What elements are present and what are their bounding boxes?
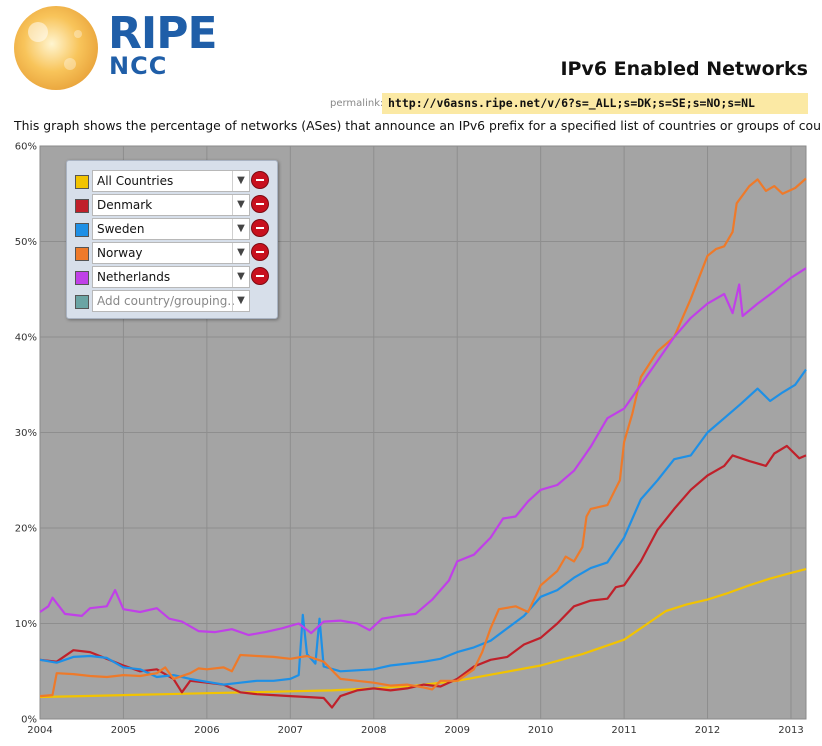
legend-row-all-countries: All Countries ▼: [75, 170, 271, 192]
chart-legend: All Countries ▼ Denmark ▼ Sweden ▼ Norwa…: [66, 160, 278, 319]
logo-text-ripe: RIPE: [108, 8, 218, 59]
add-country-select[interactable]: Add country/grouping.. ▼: [92, 290, 250, 312]
country-select-value: Netherlands: [97, 270, 171, 284]
country-select-value: All Countries: [97, 174, 174, 188]
country-select[interactable]: All Countries ▼: [92, 170, 250, 192]
permalink-label: permalink:: [330, 98, 384, 109]
y-tick-label: 60%: [15, 142, 37, 153]
chevron-down-icon[interactable]: ▼: [232, 219, 249, 239]
remove-icon[interactable]: [251, 243, 269, 261]
x-tick-label: 2012: [695, 725, 720, 736]
ripe-ncc-logo: RIPE NCC: [8, 2, 218, 94]
x-tick-label: 2004: [27, 725, 52, 736]
x-tick-label: 2009: [444, 725, 469, 736]
series-line-all-countries: [39, 568, 807, 699]
legend-row-sweden: Sweden ▼: [75, 218, 271, 240]
x-tick-label: 2008: [361, 725, 386, 736]
x-tick-label: 2010: [528, 725, 553, 736]
legend-swatch[interactable]: [75, 247, 89, 261]
globe-logo-icon: [14, 6, 98, 90]
y-tick-label: 20%: [15, 524, 37, 535]
chevron-down-icon[interactable]: ▼: [232, 267, 249, 287]
chevron-down-icon[interactable]: ▼: [232, 291, 249, 311]
country-select-value: Norway: [97, 246, 143, 260]
x-tick-label: 2007: [278, 725, 303, 736]
page-title: IPv6 Enabled Networks: [560, 58, 808, 80]
country-select-value: Sweden: [97, 222, 145, 236]
country-select[interactable]: Netherlands ▼: [92, 266, 250, 288]
legend-swatch[interactable]: [75, 271, 89, 285]
legend-swatch[interactable]: [75, 175, 89, 189]
permalink-url[interactable]: http://v6asns.ripe.net/v/6?s=_ALL;s=DK;s…: [388, 96, 755, 110]
country-select-value: Denmark: [97, 198, 153, 212]
x-tick-label: 2005: [111, 725, 136, 736]
x-tick-label: 2011: [611, 725, 636, 736]
chevron-down-icon[interactable]: ▼: [232, 195, 249, 215]
x-tick-label: 2006: [194, 725, 219, 736]
country-select[interactable]: Sweden ▼: [92, 218, 250, 240]
legend-row-denmark: Denmark ▼: [75, 194, 271, 216]
series-line-norway: [39, 177, 807, 698]
legend-row-add: Add country/grouping.. ▼: [75, 290, 271, 312]
remove-icon[interactable]: [251, 195, 269, 213]
remove-icon[interactable]: [251, 171, 269, 189]
legend-swatch-add: [75, 295, 89, 309]
permalink-box: http://v6asns.ripe.net/v/6?s=_ALL;s=DK;s…: [382, 93, 808, 114]
y-tick-label: 10%: [15, 619, 37, 630]
remove-icon[interactable]: [251, 219, 269, 237]
chevron-down-icon[interactable]: ▼: [232, 171, 249, 191]
legend-row-norway: Norway ▼: [75, 242, 271, 264]
y-tick-label: 50%: [15, 237, 37, 248]
country-select[interactable]: Norway ▼: [92, 242, 250, 264]
y-tick-label: 0%: [21, 715, 37, 726]
remove-icon[interactable]: [251, 267, 269, 285]
graph-description: This graph shows the percentage of netwo…: [14, 118, 822, 133]
logo-text-ncc: NCC: [109, 52, 168, 80]
legend-swatch[interactable]: [75, 223, 89, 237]
series-line-netherlands: [39, 267, 807, 637]
chevron-down-icon[interactable]: ▼: [232, 243, 249, 263]
legend-row-netherlands: Netherlands ▼: [75, 266, 271, 288]
add-country-placeholder: Add country/grouping..: [97, 294, 236, 308]
x-tick-label: 2013: [778, 725, 803, 736]
y-tick-label: 40%: [15, 333, 37, 344]
legend-swatch[interactable]: [75, 199, 89, 213]
y-tick-label: 30%: [15, 428, 37, 439]
series-line-denmark: [39, 444, 807, 709]
country-select[interactable]: Denmark ▼: [92, 194, 250, 216]
